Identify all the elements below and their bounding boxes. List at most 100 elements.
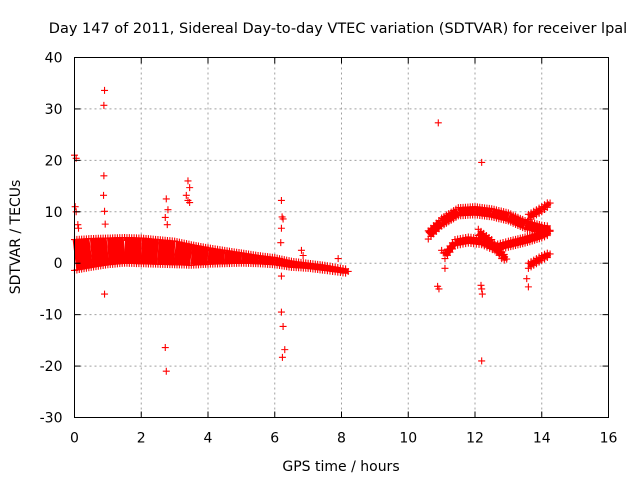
scatter-point: [477, 281, 485, 289]
scatter-point: [524, 283, 532, 291]
scatter-point: [277, 239, 285, 247]
track-band: [540, 251, 552, 261]
track-band: [89, 237, 110, 267]
scatter-point: [101, 86, 109, 94]
y-axis-label: SDTVAR / TECUs: [8, 180, 24, 295]
scatter-point: [101, 207, 109, 215]
chart-title: Day 147 of 2011, Sidereal Day-to-day VTE…: [49, 21, 627, 37]
track-band: [124, 237, 142, 264]
scatter-point: [441, 264, 449, 272]
y-tick-label: 0: [54, 256, 63, 272]
scatter-point: [74, 221, 82, 229]
track-band: [439, 208, 461, 226]
x-tick-label: 8: [337, 431, 346, 447]
y-tick-label: 20: [45, 153, 63, 169]
track-point: [546, 227, 554, 235]
track-band: [458, 206, 476, 216]
track-band: [207, 248, 226, 265]
axis-ticks: 0 2 4 6 8 10 12 14 16 -30 -20 -10 0 10 20 30 40: [40, 51, 618, 447]
track-band: [190, 245, 209, 266]
x-tick-label: 16: [600, 431, 618, 447]
grid: [74, 57, 609, 418]
scatter-point: [279, 215, 287, 223]
track-point: [546, 199, 554, 207]
scatter-point: [297, 246, 305, 254]
track-point: [543, 203, 551, 211]
scatter-point: [164, 206, 172, 214]
track-point: [503, 255, 511, 263]
scatter-point: [277, 272, 285, 280]
track-band: [107, 237, 126, 265]
track-band: [506, 213, 527, 229]
x-tick-label: 4: [204, 431, 213, 447]
scatter-point: [163, 221, 171, 229]
x-axis-label: GPS time / hours: [282, 459, 399, 475]
scatter-point: [478, 290, 486, 298]
scatter-point: [478, 357, 486, 365]
x-tick-label: 0: [70, 431, 79, 447]
track-band: [425, 219, 445, 238]
scatter-point: [71, 203, 79, 211]
track-band: [240, 253, 259, 265]
scatter-point: [101, 220, 109, 228]
scatter-point: [281, 346, 289, 354]
track-point: [546, 250, 554, 258]
track-band: [474, 206, 493, 217]
scatter-point: [161, 344, 169, 352]
x-tick-label: 2: [137, 431, 146, 447]
x-tick-label: 14: [533, 431, 551, 447]
scatter-point: [161, 213, 169, 221]
track-band: [523, 220, 543, 234]
scatter-point: [278, 353, 286, 361]
track-band: [454, 237, 469, 246]
track-point: [543, 254, 551, 262]
track-band: [467, 237, 483, 245]
scatter-point: [186, 184, 194, 192]
scatter-point: [100, 172, 108, 180]
y-tick-label: -20: [40, 359, 63, 375]
scatter-point: [439, 249, 447, 257]
track-point: [543, 232, 551, 240]
x-tick-label: 6: [270, 431, 279, 447]
scatter-point: [277, 196, 285, 204]
scatter-point: [434, 119, 442, 127]
track-band: [72, 238, 94, 270]
y-tick-label: -10: [40, 308, 63, 324]
scatter-point: [435, 285, 443, 293]
scatter-point: [277, 224, 285, 232]
scatter-point: [100, 101, 108, 109]
scatter-point: [100, 191, 108, 199]
scatter-point: [162, 195, 170, 203]
track-band: [157, 239, 176, 265]
scatter-point: [279, 322, 287, 330]
scatter-point: [277, 308, 285, 316]
track-band: [224, 251, 242, 264]
scatter-point: [182, 191, 190, 199]
y-tick-label: -30: [40, 411, 63, 427]
scatter-point: [334, 255, 342, 263]
scatter-point: [478, 285, 486, 293]
scatter-point: [186, 199, 194, 207]
scatter-point: [299, 252, 307, 259]
track-band: [257, 255, 276, 265]
scatter-point: [184, 177, 192, 185]
track-band: [173, 241, 193, 266]
y-tick-label: 10: [45, 205, 63, 221]
scatter-point: [101, 290, 109, 298]
y-tick-label: 30: [45, 102, 63, 118]
track-band: [540, 228, 552, 238]
scatter-point: [478, 158, 486, 166]
track-band: [490, 208, 510, 221]
scatter-point: [162, 367, 170, 375]
x-tick-label: 12: [466, 431, 484, 447]
x-tick-label: 10: [399, 431, 417, 447]
track-point: [344, 267, 352, 275]
y-tick-label: 40: [45, 51, 63, 67]
scatter-point: [75, 224, 83, 232]
track-band: [540, 201, 552, 212]
scatter-point: [523, 275, 531, 283]
track-band: [140, 238, 159, 265]
track-band: [324, 265, 349, 274]
plot-area: [71, 86, 554, 375]
